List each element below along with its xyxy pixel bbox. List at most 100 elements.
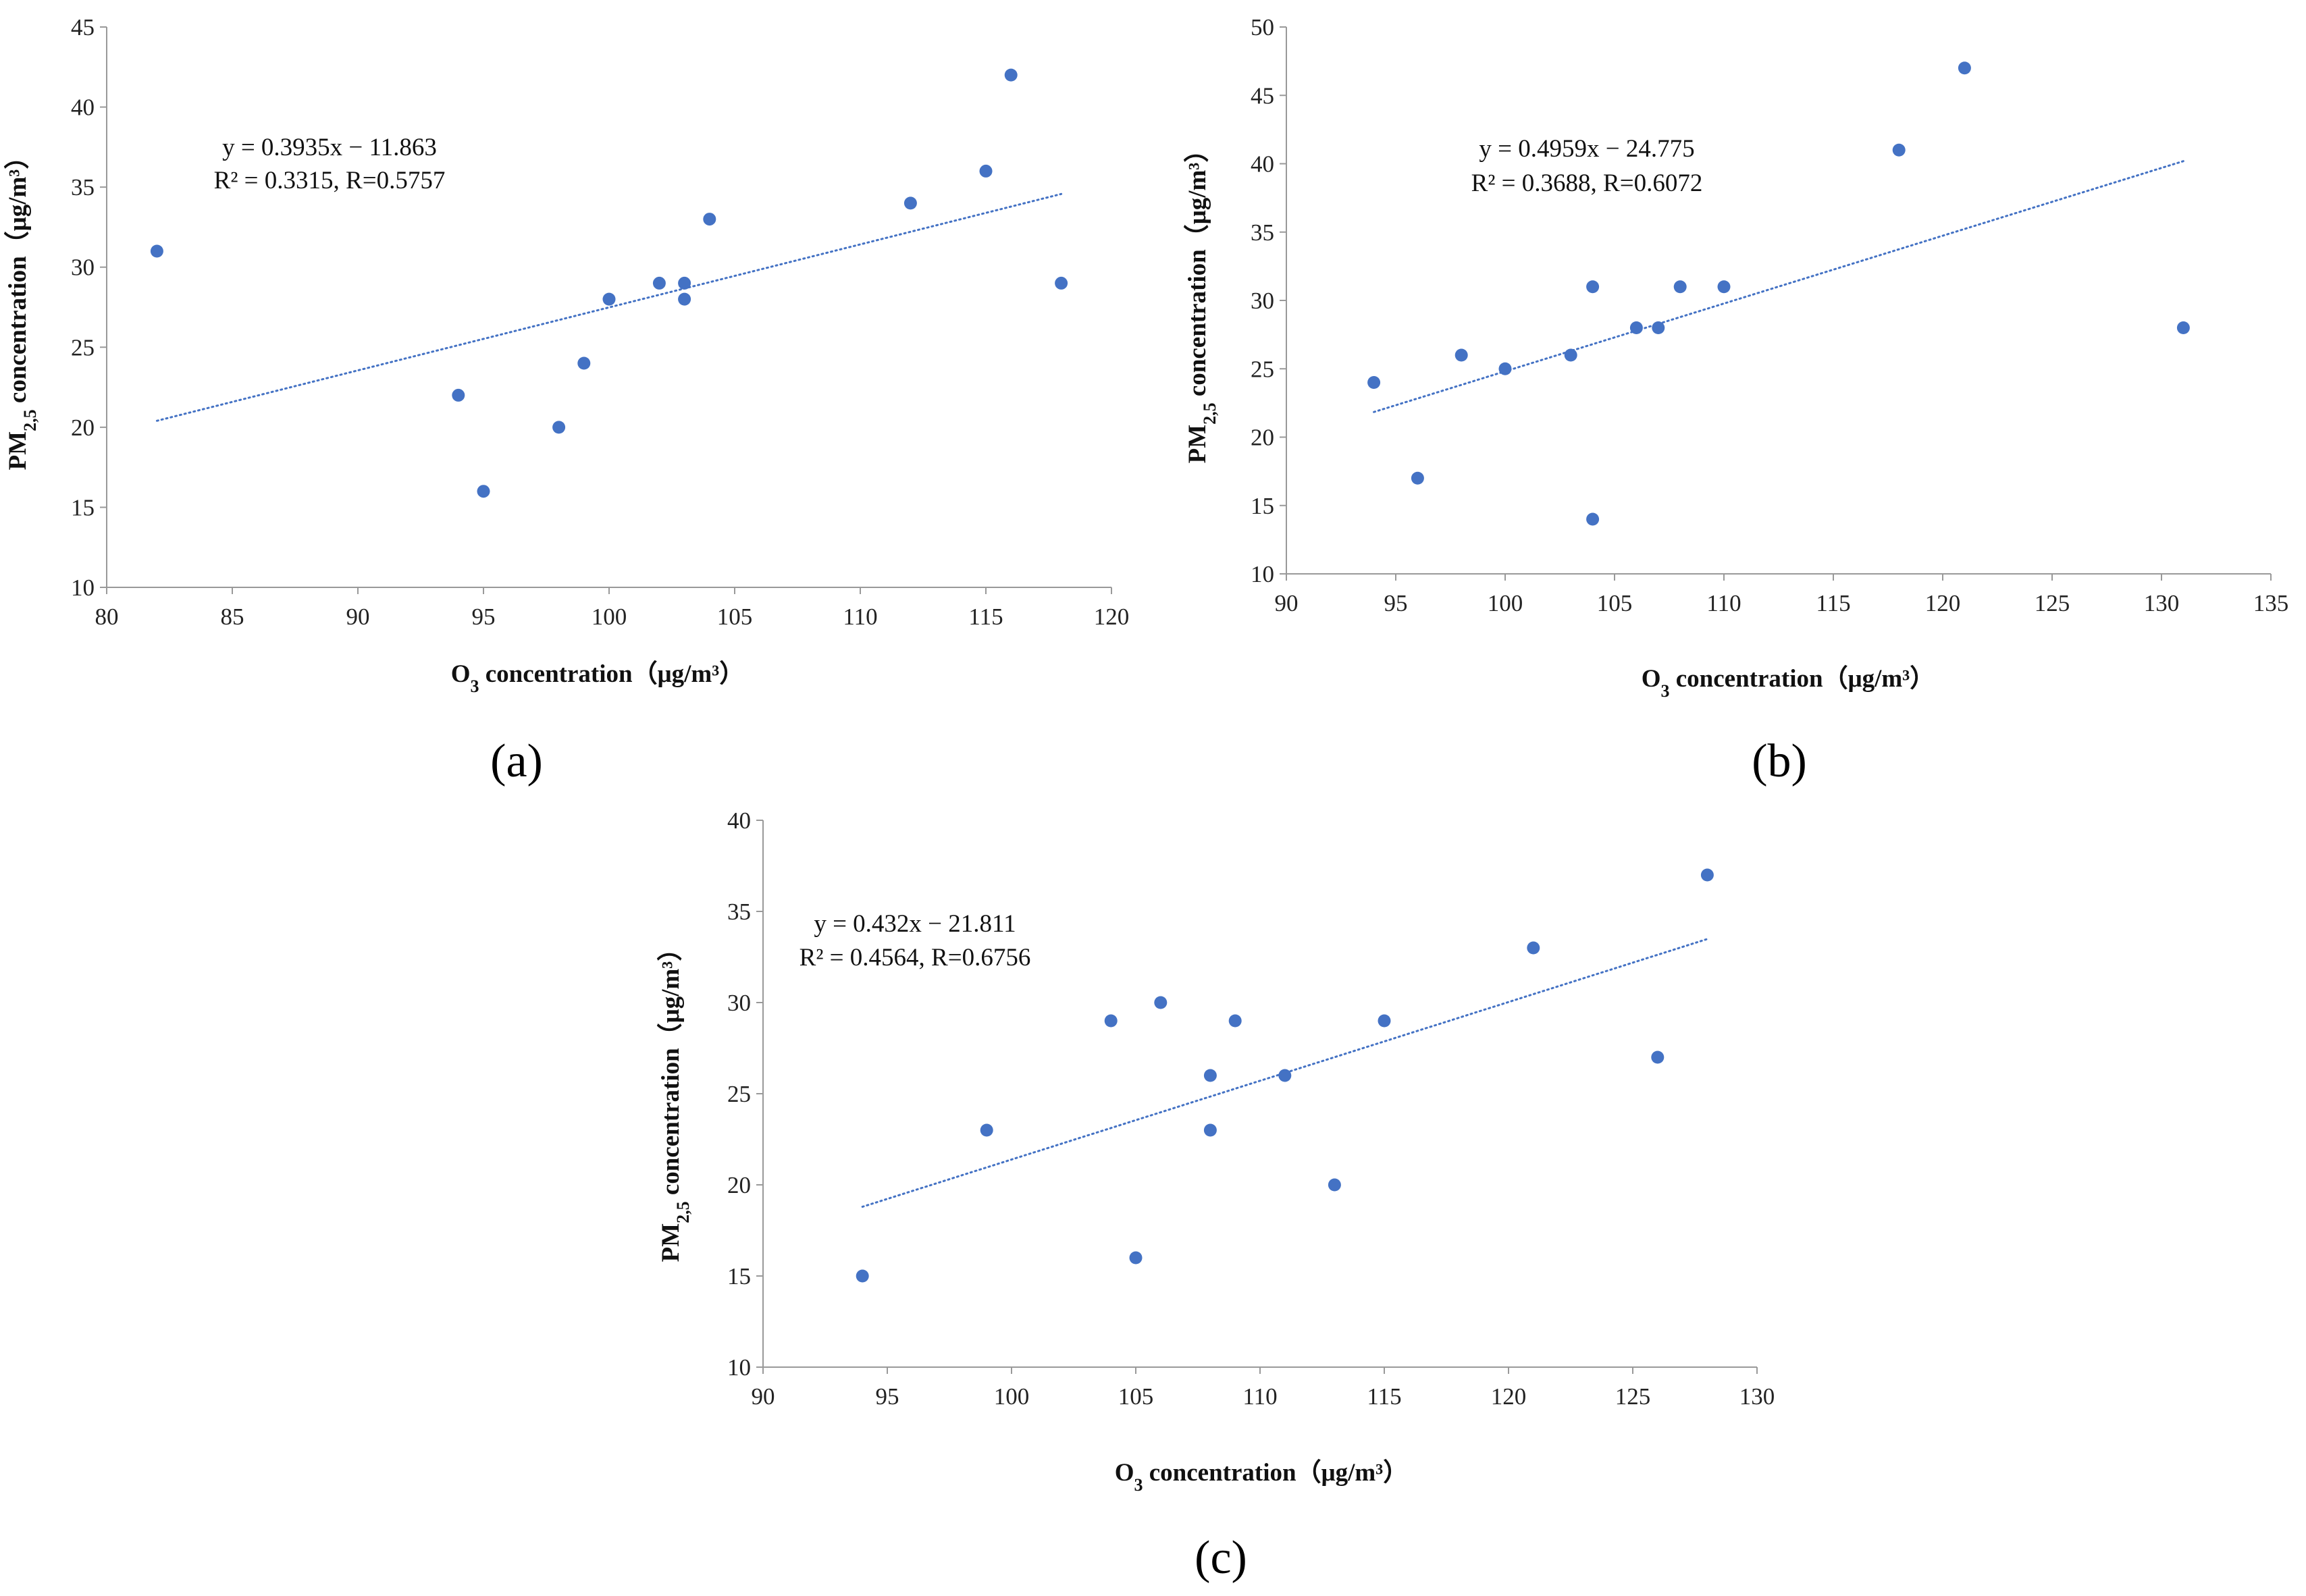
- chart-panel-c: 10 15 20 25 30 35 40 90 95 100 105 110 115 120 125 130 y…: [656, 807, 1775, 1584]
- panel-label: (a): [490, 735, 543, 787]
- data-point: [903, 196, 917, 210]
- data-point: [552, 421, 566, 434]
- trendline: [155, 192, 1063, 422]
- y-tick-label: 20: [71, 415, 95, 441]
- data-point: [703, 213, 716, 226]
- y-axis-title: PM2,5 concentration（μg/m³）: [1183, 138, 1220, 464]
- x-tick-label: 90: [1275, 590, 1299, 616]
- x-tick-label: 90: [752, 1383, 775, 1410]
- y-tick-label: 35: [727, 899, 751, 925]
- y-tick-label: 30: [71, 255, 95, 281]
- data-point: [1411, 471, 1424, 485]
- trendline-equation: y = 0.3935x − 11.863: [222, 134, 437, 161]
- x-tick-label: 100: [592, 604, 627, 630]
- x-tick-label: 95: [472, 604, 496, 630]
- data-point: [1328, 1178, 1341, 1192]
- x-tick-label: 110: [1242, 1383, 1277, 1410]
- y-tick-label: 40: [71, 95, 95, 121]
- data-point: [1367, 376, 1381, 389]
- x-tick-label: 95: [1384, 590, 1408, 616]
- x-tick-label: 100: [994, 1383, 1030, 1410]
- data-point: [1700, 868, 1714, 882]
- y-tick-label: 20: [1251, 425, 1274, 451]
- y-tick-label: 20: [727, 1172, 751, 1198]
- data-point: [452, 388, 465, 402]
- data-point: [652, 276, 666, 290]
- data-point: [678, 276, 691, 290]
- y-tick-label: 50: [1251, 14, 1274, 41]
- x-tick-label: 130: [1739, 1383, 1775, 1410]
- data-point: [1203, 1069, 1217, 1082]
- trendline: [861, 938, 1708, 1208]
- y-axis-title: PM2,5 concentration（μg/m³）: [656, 936, 693, 1262]
- x-tick-label: 125: [1615, 1383, 1651, 1410]
- data-point: [1378, 1014, 1391, 1028]
- trendline-stats: R² = 0.3315, R=0.5757: [214, 167, 446, 194]
- y-tick-label: 15: [71, 494, 95, 521]
- data-point: [1527, 941, 1540, 955]
- x-tick-label: 110: [843, 604, 877, 630]
- panel-label: (c): [1195, 1532, 1247, 1584]
- x-tick-label: 105: [1118, 1383, 1154, 1410]
- y-tick-label: 25: [71, 334, 95, 361]
- data-point: [1586, 512, 1600, 526]
- x-tick-label: 90: [346, 604, 370, 630]
- x-tick-label: 85: [221, 604, 244, 630]
- trendline-stats: R² = 0.3688, R=0.6072: [1471, 169, 1703, 197]
- chart-panel-b: 10 15 20 25 30 35 40 45 50 90 95 100 105 110 115 120 125…: [1183, 14, 2288, 787]
- y-tick-label: 35: [71, 174, 95, 201]
- x-axis-title: O3 concentration（μg/m³）: [1115, 1458, 1409, 1495]
- y-tick-label: 40: [727, 807, 751, 834]
- x-tick-label: 115: [968, 604, 1003, 630]
- data-point: [1586, 280, 1600, 294]
- x-axis-title: O3 concentration（μg/m³）: [451, 660, 745, 696]
- x-tick-label: 115: [1367, 1383, 1401, 1410]
- data-point: [1717, 280, 1731, 294]
- x-tick-label: 110: [1706, 590, 1741, 616]
- x-tick-label: 115: [1816, 590, 1850, 616]
- x-axis-title: O3 concentration（μg/m³）: [1642, 664, 1935, 701]
- x-tick-label: 120: [1094, 604, 1130, 630]
- data-point: [1228, 1014, 1242, 1028]
- data-point: [1498, 362, 1512, 375]
- x-tick-label: 120: [1491, 1383, 1527, 1410]
- trendline-equation: y = 0.4959x − 24.775: [1479, 135, 1694, 163]
- data-point: [1652, 321, 1665, 334]
- data-point: [477, 485, 490, 498]
- y-tick-label: 15: [727, 1263, 751, 1289]
- y-tick-label: 10: [1251, 561, 1274, 587]
- data-point: [1055, 276, 1068, 290]
- x-tick-label: 120: [1925, 590, 1961, 616]
- x-tick-label: 95: [876, 1383, 899, 1410]
- panel-label: (b): [1752, 735, 1807, 787]
- y-tick-label: 30: [727, 990, 751, 1016]
- data-point: [856, 1269, 869, 1283]
- data-point: [1651, 1050, 1665, 1064]
- trendline: [1373, 160, 2184, 413]
- data-point: [1004, 68, 1018, 82]
- y-tick-label: 40: [1251, 151, 1274, 178]
- y-tick-label: 30: [1251, 288, 1274, 314]
- y-tick-label: 25: [1251, 356, 1274, 382]
- data-point: [980, 1123, 993, 1137]
- data-point: [1958, 61, 1971, 75]
- data-point: [1278, 1069, 1292, 1082]
- y-tick-label: 10: [727, 1354, 751, 1381]
- data-point: [1629, 321, 1643, 334]
- data-point: [577, 356, 591, 370]
- data-point: [1673, 280, 1687, 294]
- y-tick-label: 35: [1251, 219, 1274, 246]
- x-tick-label: 100: [1488, 590, 1523, 616]
- data-point: [150, 244, 163, 258]
- trendline-stats: R² = 0.4564, R=0.6756: [800, 944, 1031, 972]
- data-point: [1203, 1123, 1217, 1137]
- x-tick-label: 80: [95, 604, 119, 630]
- data-point: [1892, 143, 1906, 157]
- data-point: [2176, 321, 2190, 334]
- data-point: [1104, 1014, 1118, 1028]
- y-tick-label: 25: [727, 1081, 751, 1107]
- data-point: [1129, 1251, 1143, 1265]
- trendline-equation: y = 0.432x − 21.811: [814, 910, 1016, 938]
- x-tick-label: 130: [2144, 590, 2180, 616]
